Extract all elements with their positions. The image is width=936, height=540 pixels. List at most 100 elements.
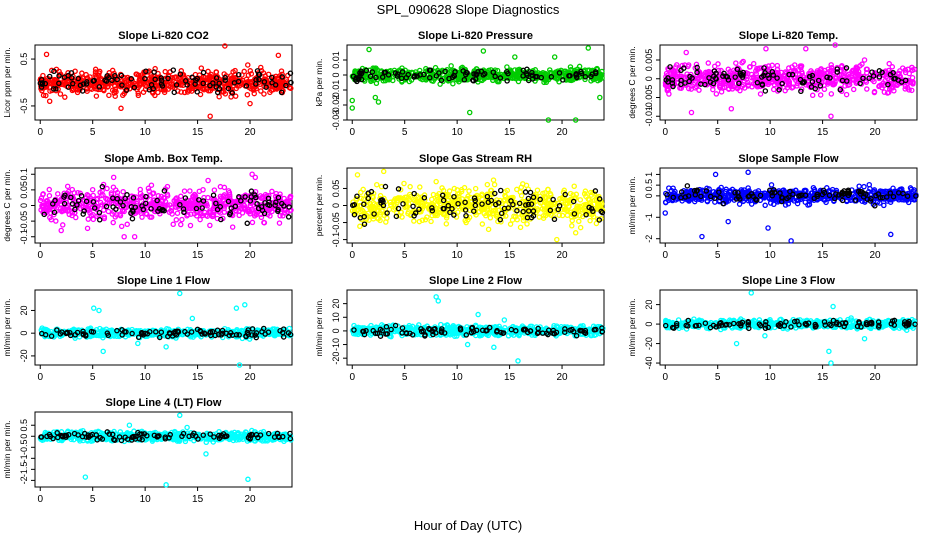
data-point: [763, 78, 769, 84]
data-point: [187, 188, 193, 194]
x-tick-label: 0: [37, 372, 43, 383]
data-point-reference: [79, 88, 86, 94]
data-point-reference: [834, 66, 840, 72]
data-point-reference: [248, 194, 255, 200]
data-point: [241, 205, 247, 211]
data-point-reference: [78, 193, 85, 199]
data-point: [103, 195, 109, 202]
data-point-reference: [492, 73, 498, 80]
data-point-reference: [776, 87, 782, 93]
data-point-reference: [827, 75, 833, 81]
data-point: [145, 185, 152, 192]
data-point-reference: [170, 67, 177, 73]
data-point: [152, 208, 158, 214]
data-point: [358, 189, 364, 196]
y-tick-label: -0.01: [644, 106, 654, 127]
data-point-reference: [72, 206, 78, 213]
data-point-reference: [529, 72, 536, 79]
scatter-points: [37, 43, 294, 120]
data-point: [199, 212, 206, 219]
data-point: [51, 211, 57, 218]
data-point-reference: [522, 189, 529, 195]
data-point-reference: [96, 209, 103, 216]
x-tick-label: 20: [244, 127, 256, 138]
data-point-reference: [273, 199, 279, 205]
data-point: [373, 65, 379, 71]
x-tick-label: 5: [715, 127, 721, 138]
data-point: [140, 89, 147, 95]
data-point-outlier: [597, 94, 603, 101]
data-point: [137, 194, 144, 200]
data-point: [711, 63, 718, 70]
x-tick-label: 20: [556, 127, 568, 138]
data-point: [486, 74, 492, 80]
data-point: [100, 207, 107, 213]
x-tick-label: 20: [556, 250, 568, 261]
data-point-reference: [200, 80, 206, 87]
data-point: [586, 197, 593, 203]
data-point-reference: [242, 194, 248, 200]
data-point: [195, 199, 202, 205]
data-point-reference: [798, 88, 804, 94]
data-point-reference: [286, 204, 292, 210]
y-tick-label: 0: [331, 203, 341, 208]
scatter-points: [37, 171, 294, 240]
data-point-outlier: [349, 97, 355, 104]
data-point-reference: [189, 74, 195, 81]
data-point: [92, 66, 99, 73]
data-point: [112, 93, 118, 99]
data-point-reference: [283, 82, 289, 89]
data-point-outlier: [763, 46, 769, 52]
data-point: [816, 80, 823, 86]
data-point-reference: [367, 73, 374, 80]
data-point: [247, 68, 254, 74]
panel-title: Slope Line 1 Flow: [117, 275, 210, 287]
data-point: [258, 195, 265, 201]
data-point-reference: [766, 75, 772, 81]
data-point: [514, 186, 520, 193]
data-point: [258, 88, 264, 94]
data-point: [871, 70, 878, 76]
y-axis-label: kPa per min.: [314, 59, 324, 107]
data-point: [48, 216, 55, 223]
data-point-reference: [226, 211, 233, 218]
data-point-reference: [42, 80, 49, 87]
data-point: [783, 70, 790, 77]
data-point: [718, 89, 725, 95]
data-point-reference: [118, 72, 125, 79]
data-point: [105, 208, 112, 215]
data-point: [133, 71, 139, 77]
data-point: [108, 190, 115, 196]
data-point: [822, 67, 828, 74]
data-point-reference: [148, 206, 154, 212]
data-point: [387, 199, 394, 206]
data-point-reference: [53, 86, 59, 92]
data-point-outlier: [745, 169, 751, 176]
data-point: [258, 64, 264, 71]
data-point-reference: [235, 78, 242, 85]
data-point-outlier: [110, 174, 117, 181]
panel-title: Slope Amb. Box Temp.: [104, 153, 223, 165]
data-point: [597, 74, 603, 80]
data-point-reference: [439, 192, 446, 199]
data-point: [782, 87, 788, 94]
x-tick-label: 10: [765, 127, 777, 138]
data-point: [563, 77, 569, 83]
data-point: [882, 77, 888, 84]
data-point-outlier: [433, 178, 439, 185]
data-point-reference: [762, 88, 769, 94]
data-point-reference: [210, 192, 217, 198]
data-point-reference: [379, 74, 386, 80]
data-point: [43, 198, 49, 205]
data-point: [245, 62, 251, 68]
data-point: [403, 194, 410, 200]
data-point-reference: [711, 68, 718, 74]
data-point-reference: [256, 71, 262, 78]
data-point-reference: [461, 77, 468, 83]
data-point: [197, 216, 203, 223]
data-point: [902, 69, 909, 76]
data-point: [507, 221, 514, 227]
x-tick-label: 0: [349, 250, 355, 261]
data-point-reference: [711, 73, 717, 80]
